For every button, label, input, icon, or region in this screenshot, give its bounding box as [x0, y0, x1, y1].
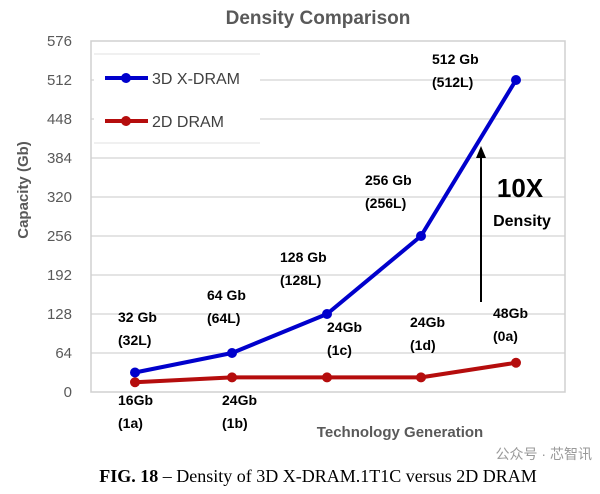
data-label: 64 Gb — [207, 287, 246, 303]
data-label: (512L) — [432, 74, 473, 90]
data-label: (32L) — [118, 332, 151, 348]
y-tick-label: 256 — [47, 228, 72, 245]
data-point — [227, 372, 237, 383]
data-point — [227, 348, 237, 358]
data-label: 24Gb — [222, 392, 257, 408]
data-label: (1b) — [222, 415, 248, 431]
data-label: (1c) — [327, 342, 352, 358]
data-point — [322, 372, 332, 383]
legend-marker — [121, 73, 131, 83]
y-tick-label: 320 — [47, 189, 72, 206]
y-tick-label: 448 — [47, 111, 72, 128]
data-label: (256L) — [365, 195, 406, 211]
data-point — [511, 75, 521, 85]
data-point — [416, 372, 426, 383]
chart-title: Density Comparison — [226, 8, 411, 29]
data-label: 128 Gb — [280, 249, 327, 265]
y-tick-label: 384 — [47, 150, 72, 167]
data-point — [322, 309, 332, 319]
y-axis-label: Capacity (Gb) — [15, 141, 32, 239]
data-point — [130, 377, 140, 388]
data-label: 16Gb — [118, 392, 153, 408]
data-point — [511, 357, 521, 368]
y-tick-label: 64 — [55, 345, 72, 362]
data-label: 48Gb — [493, 305, 528, 321]
watermark: 公众号 · 芯智讯 — [496, 446, 592, 462]
annotation-10x: 10X — [497, 173, 544, 203]
data-label: (1d) — [410, 337, 436, 353]
caption-text: – Density of 3D X-DRAM.1T1C versus 2D DR… — [158, 466, 537, 486]
figure-caption: FIG. 18 – Density of 3D X-DRAM.1T1C vers… — [99, 466, 537, 486]
legend-box — [94, 52, 260, 144]
data-label: 24Gb — [327, 319, 362, 335]
legend-label: 3D X-DRAM — [152, 71, 240, 88]
legend-marker — [121, 116, 131, 126]
data-label: 512 Gb — [432, 51, 479, 67]
legend-label: 2D DRAM — [152, 114, 224, 131]
data-label: (128L) — [280, 272, 321, 288]
data-label: 32 Gb — [118, 309, 157, 325]
data-point — [130, 367, 140, 378]
data-point — [416, 231, 426, 241]
y-tick-label: 128 — [47, 306, 72, 323]
annotation-density: Density — [493, 213, 551, 230]
data-label: (0a) — [493, 328, 518, 344]
data-label: 256 Gb — [365, 172, 412, 188]
data-label: (64L) — [207, 310, 240, 326]
y-tick-label: 512 — [47, 72, 72, 89]
y-tick-label: 0 — [64, 384, 72, 401]
y-tick-label: 192 — [47, 267, 72, 284]
data-label: 24Gb — [410, 314, 445, 330]
x-axis-label: Technology Generation — [317, 424, 483, 441]
caption-prefix: FIG. 18 — [99, 466, 158, 486]
y-tick-label: 576 — [47, 33, 72, 50]
data-label: (1a) — [118, 415, 143, 431]
plot-frame — [90, 40, 566, 393]
arrow-head — [476, 146, 486, 158]
